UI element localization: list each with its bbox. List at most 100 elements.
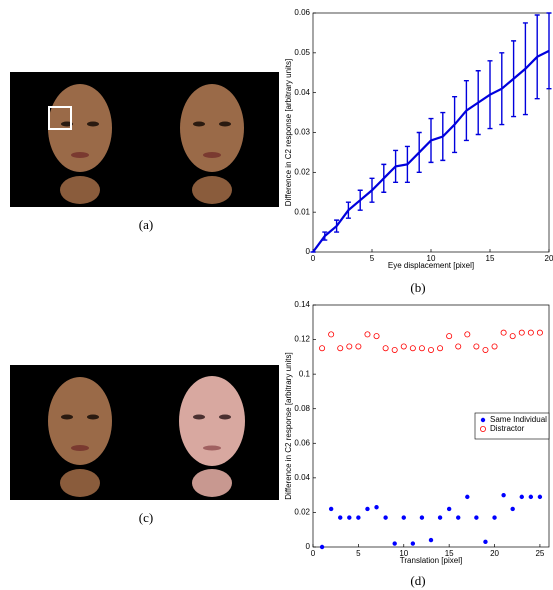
data-point: [319, 544, 325, 550]
data-point: [373, 333, 380, 340]
data-point: [446, 506, 452, 512]
data-point: [474, 515, 479, 520]
y-tick-label: 0: [306, 542, 311, 551]
y-tick-label: 0.14: [294, 300, 310, 309]
y-tick-label: 0.03: [294, 128, 310, 137]
y-tick-label: 0.04: [294, 473, 310, 482]
error-bar: [452, 95, 458, 154]
data-point: [392, 541, 397, 546]
x-tick-label: 15: [445, 549, 454, 558]
data-point: [492, 515, 497, 520]
y-tick-label: 0.05: [294, 48, 310, 57]
data-point: [491, 343, 498, 350]
x-axis-label: Eye displacement [pixel]: [388, 261, 474, 270]
data-point: [437, 345, 444, 352]
x-tick-label: 10: [427, 254, 436, 263]
y-tick-label: 0.02: [294, 508, 310, 517]
data-point: [527, 329, 534, 336]
data-point: [456, 515, 461, 520]
error-bar: [416, 131, 422, 174]
data-point: [355, 343, 362, 350]
data-point: [510, 506, 515, 512]
x-tick-label: 0: [311, 254, 316, 263]
data-point: [338, 515, 343, 520]
face-image: [10, 72, 279, 207]
face-image: [10, 365, 279, 500]
y-tick-label: 0: [306, 247, 311, 256]
y-tick-label: 0.06: [294, 438, 310, 447]
data-point: [409, 345, 416, 352]
data-point: [537, 494, 543, 500]
error-bar: [428, 117, 434, 164]
legend-label: Same Individual: [490, 415, 547, 424]
x-tick-label: 20: [545, 254, 553, 263]
data-point: [347, 515, 352, 520]
data-point: [419, 515, 425, 520]
legend-marker: [479, 425, 486, 432]
data-point: [374, 505, 379, 510]
data-point: [328, 506, 334, 512]
data-point: [509, 333, 516, 340]
data-point: [337, 345, 344, 352]
data-point: [483, 539, 488, 545]
y-axis-label: Difference in C2 response [arbitrary uni…: [284, 352, 293, 499]
error-bar: [511, 40, 517, 118]
y-tick-label: 0.06: [294, 8, 310, 17]
data-point: [364, 331, 371, 338]
y-axis-label: Difference in C2 response [arbitrary uni…: [284, 59, 293, 206]
data-point: [382, 345, 389, 352]
error-bar: [357, 189, 363, 211]
data-point: [437, 515, 443, 520]
data-point: [518, 329, 525, 336]
y-tick-label: 0.1: [299, 369, 311, 378]
x-tick-label: 0: [311, 549, 316, 558]
y-tick-label: 0.01: [294, 207, 310, 216]
data-point: [410, 541, 416, 546]
error-bar: [475, 70, 481, 136]
data-point: [356, 515, 361, 520]
legend-box: [474, 412, 550, 440]
data-point: [383, 515, 388, 520]
data-point: [455, 343, 462, 350]
y-tick-label: 0.08: [294, 404, 310, 413]
data-point: [328, 331, 335, 338]
error-bar: [381, 163, 387, 193]
error-bar: [345, 201, 351, 219]
x-tick-label: 5: [370, 254, 375, 263]
data-point: [391, 346, 398, 353]
panel-label: (c): [139, 510, 153, 525]
y-tick-label: 0.04: [294, 88, 310, 97]
legend-label: Distractor: [490, 424, 525, 433]
error-bar: [393, 149, 399, 183]
error-bar: [369, 177, 375, 203]
data-point: [319, 345, 326, 352]
data-point: [427, 346, 434, 353]
data-point: [401, 515, 406, 520]
data-point: [528, 494, 534, 500]
data-point: [346, 343, 353, 350]
data-point: [536, 329, 543, 336]
panel-label: (a): [139, 217, 153, 232]
error-bar: [522, 22, 528, 116]
error-bar: [463, 80, 469, 142]
error-bar: [334, 219, 340, 233]
data-point: [400, 343, 407, 350]
panel-label: (b): [410, 280, 425, 295]
data-point: [500, 329, 507, 336]
data-point: [501, 492, 506, 498]
panel-label: (d): [410, 573, 425, 588]
error-bar: [546, 12, 552, 90]
data-point: [464, 331, 471, 338]
legend-marker: [480, 417, 486, 423]
x-tick-label: 25: [535, 549, 544, 558]
y-tick-label: 0.12: [294, 335, 310, 344]
data-point: [365, 506, 370, 512]
data-point: [446, 333, 453, 340]
x-tick-label: 5: [356, 549, 361, 558]
data-point: [465, 494, 470, 500]
error-bar: [487, 60, 493, 130]
data-point: [428, 537, 434, 543]
x-tick-label: 10: [399, 549, 408, 558]
error-bar: [440, 111, 446, 162]
